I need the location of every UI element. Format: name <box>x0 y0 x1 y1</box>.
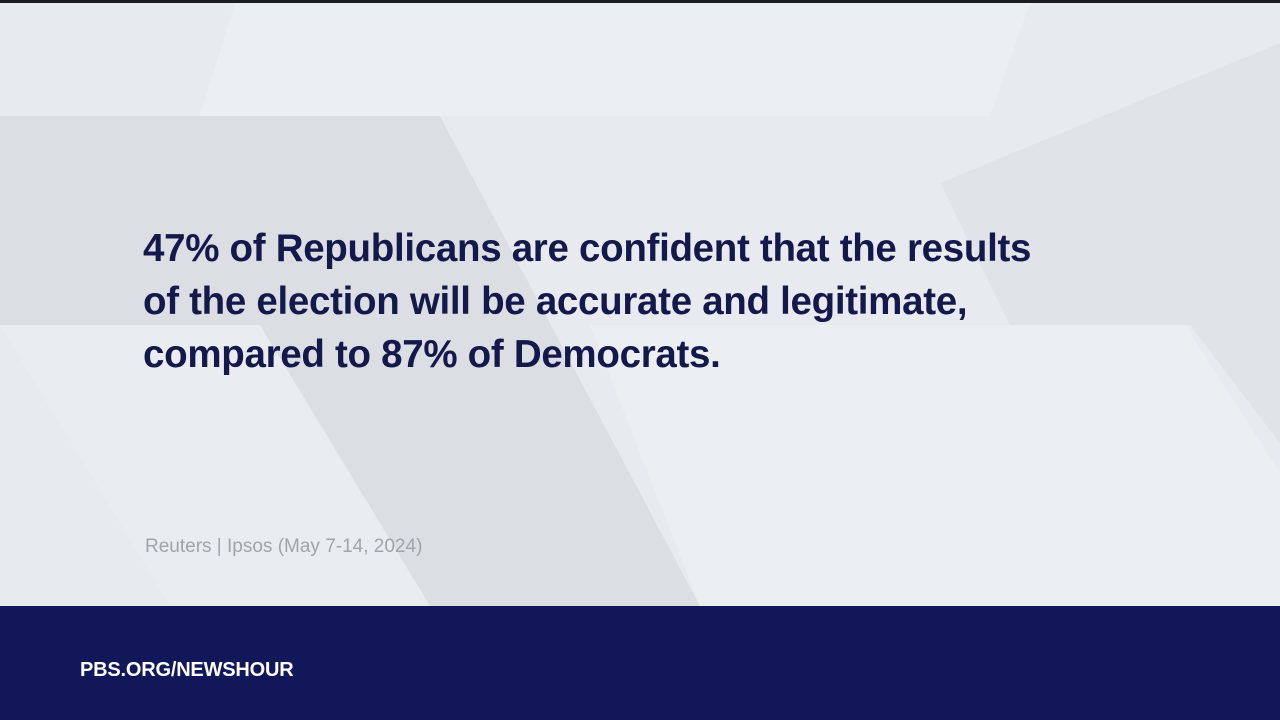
background-panel-left <box>0 325 430 606</box>
background-shapes <box>0 3 1280 606</box>
headline-line-2: of the election will be accurate and leg… <box>143 280 968 323</box>
background-panel-dark <box>0 116 700 606</box>
top-edge-line <box>0 0 1280 3</box>
background-band-top <box>200 3 1030 116</box>
background-panel-light <box>590 325 1280 606</box>
headline-statement: 47% of Republicans are confident that th… <box>143 222 1183 381</box>
footer-url: PBS.ORG/NEWSHOUR <box>80 659 294 681</box>
background-panel-right <box>940 43 1280 443</box>
headline-line-3: compared to 87% of Democrats. <box>143 333 721 376</box>
source-credit: Reuters | Ipsos (May 7-14, 2024) <box>145 536 423 557</box>
headline-line-1: 47% of Republicans are confident that th… <box>143 227 1032 270</box>
footer-bar <box>0 606 1280 720</box>
